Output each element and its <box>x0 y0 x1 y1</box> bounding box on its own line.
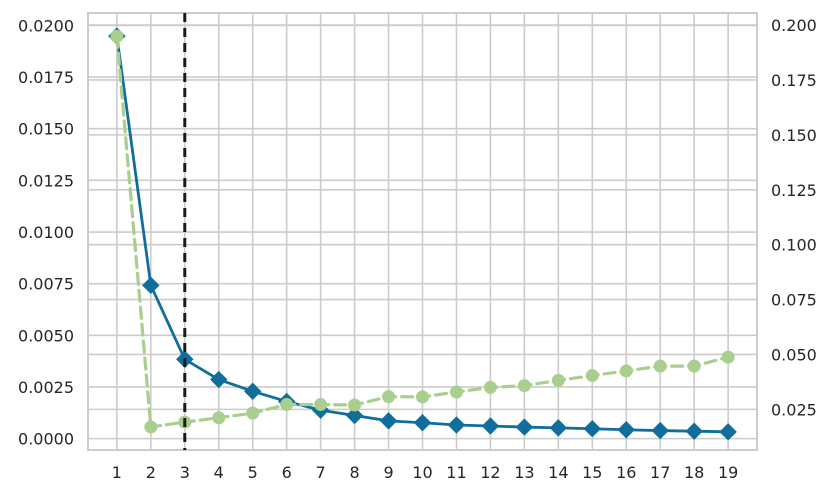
y-tick-label: 0.0050 <box>18 326 74 345</box>
x-tick-label: 18 <box>684 463 704 482</box>
left-axis-series-point <box>481 417 500 435</box>
x-tick-label: 17 <box>650 463 670 482</box>
x-tick-label: 2 <box>146 463 156 482</box>
x-tick-label: 13 <box>514 463 534 482</box>
x-tick-label: 15 <box>582 463 602 482</box>
y-tick-label: 0.0075 <box>18 275 74 294</box>
x-tick-label: 5 <box>248 463 258 482</box>
y2-tick-label: 0.125 <box>771 181 817 200</box>
right-axis-series-point <box>144 420 158 434</box>
right-axis-series-point <box>382 390 396 404</box>
left-axis-series-point <box>243 382 262 401</box>
right-axis-series-point <box>246 406 260 420</box>
right-axis-series-point <box>619 364 633 378</box>
x-tick-label: 14 <box>548 463 568 482</box>
y2-tick-label: 0.150 <box>771 126 817 145</box>
x-tick-label: 4 <box>214 463 224 482</box>
y2-tick-label: 0.175 <box>771 71 817 90</box>
plot-frame <box>87 12 758 451</box>
right-axis-series-point <box>721 350 735 364</box>
left-axis-series-point <box>379 412 398 430</box>
right-axis-series-point <box>551 373 565 387</box>
y-tick-label: 0.0100 <box>18 223 74 242</box>
x-tick-label: 11 <box>446 463 466 482</box>
plot-border <box>87 12 758 451</box>
left-axis-series-point <box>142 276 160 295</box>
right-axis-series-point <box>585 369 599 383</box>
x-tick-label: 8 <box>349 463 359 482</box>
x-tick-label: 10 <box>412 463 432 482</box>
right-axis-series-point <box>687 359 701 373</box>
left-axis-series-point <box>719 423 737 441</box>
left-axis-series-point <box>210 370 228 389</box>
right-axis-series-point <box>314 398 328 412</box>
x-tick-label: 3 <box>180 463 190 482</box>
y-tick-label: 0.0025 <box>18 378 74 397</box>
right-axis-series-point <box>653 359 667 373</box>
left-axis-series-point <box>549 419 568 437</box>
right-axis-series-point <box>280 398 294 412</box>
y2-tick-label: 0.100 <box>771 236 817 255</box>
left-axis-series-point <box>413 414 432 432</box>
right-axis-series-point <box>110 29 124 43</box>
x-tick-label: 19 <box>718 463 738 482</box>
x-tick-label: 9 <box>383 463 393 482</box>
right-axis-series-point <box>212 411 226 425</box>
series-layer <box>108 27 737 441</box>
y-tick-label: 0.0175 <box>18 68 74 87</box>
x-tick-label: 16 <box>616 463 636 482</box>
right-axis-series-point <box>517 379 531 393</box>
left-axis-series-point <box>685 422 703 440</box>
y-tick-label: 0.0000 <box>18 430 74 449</box>
y-tick-label: 0.0200 <box>18 16 74 35</box>
right-axis-series-point <box>483 380 497 394</box>
right-axis-series-point <box>449 385 463 399</box>
y2-tick-label: 0.200 <box>771 16 817 35</box>
x-tick-label: 6 <box>282 463 292 482</box>
left-axis-series-point <box>345 406 364 425</box>
y2-tick-label: 0.025 <box>771 400 817 419</box>
left-axis-series-point <box>617 421 635 439</box>
x-tick-label: 1 <box>112 463 122 482</box>
right-axis-series-point <box>348 398 362 412</box>
left-axis-series-point <box>447 416 466 434</box>
x-tick-label: 12 <box>480 463 500 482</box>
left-axis-series-point <box>651 421 669 440</box>
right-axis-series-point <box>416 390 429 404</box>
y2-tick-label: 0.050 <box>771 345 817 364</box>
y-tick-label: 0.0125 <box>18 171 74 190</box>
left-axis-series-point <box>515 418 534 436</box>
grid-lines <box>88 13 757 450</box>
left-axis-series-point <box>583 420 602 438</box>
x-tick-label: 7 <box>316 463 326 482</box>
y-tick-label: 0.0150 <box>18 120 74 139</box>
tick-labels: 1 2 3 4 5 6 7 8 9 10 11 12 13 14 15 16 17 18 190.00000.002… <box>18 16 817 482</box>
y2-tick-label: 0.075 <box>771 291 817 310</box>
